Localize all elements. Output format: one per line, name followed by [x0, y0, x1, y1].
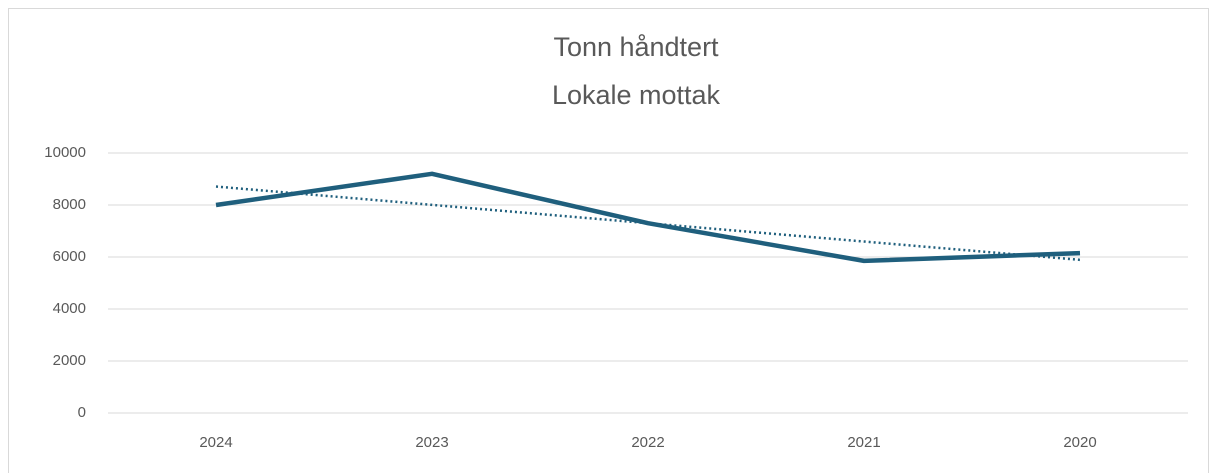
y-tick-label: 2000: [53, 352, 86, 369]
x-tick-label: 2020: [1063, 434, 1096, 451]
y-tick-label: 10000: [44, 144, 86, 161]
x-tick-label: 2022: [631, 434, 664, 451]
y-tick-label: 8000: [53, 196, 86, 213]
y-tick-label: 0: [78, 404, 86, 421]
x-tick-label: 2023: [415, 434, 448, 451]
chart-border: [8, 8, 1209, 473]
y-tick-label: 6000: [53, 248, 86, 265]
x-tick-label: 2021: [847, 434, 880, 451]
x-tick-label: 2024: [199, 434, 232, 451]
chart-title: Tonn håndtert: [553, 32, 719, 62]
chart-subtitle: Lokale mottak: [552, 80, 721, 110]
y-tick-label: 4000: [53, 300, 86, 317]
line: [215, 171, 1081, 264]
